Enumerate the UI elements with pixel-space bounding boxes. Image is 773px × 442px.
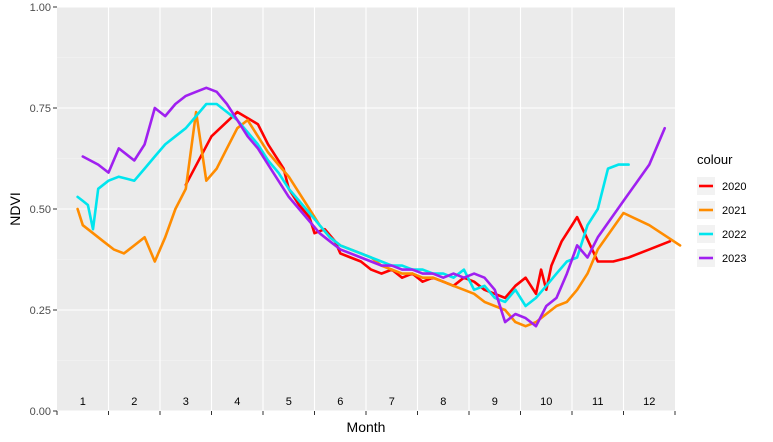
x-tick-label: 5	[286, 396, 292, 408]
legend-item-2020: 2020	[697, 177, 746, 195]
x-tick-label: 7	[389, 396, 395, 408]
x-axis-title: Month	[347, 419, 386, 435]
x-tick-label: 8	[440, 396, 446, 408]
grid-layer	[57, 6, 675, 412]
x-tick-label: 1	[80, 396, 86, 408]
legend-item-2023: 2023	[697, 249, 746, 267]
y-axis-title: NDVI	[7, 192, 23, 225]
y-tick-label: 1.00	[30, 2, 51, 14]
series-line-2022	[76, 102, 630, 308]
x-tick-label: 12	[643, 396, 655, 408]
y-tick-label: 0.75	[30, 103, 51, 115]
legend-label: 2021	[722, 205, 746, 217]
legend-items: 2020 2021 2022 2023	[697, 177, 746, 267]
legend-item-2021: 2021	[697, 201, 746, 219]
y-tick-label: 0.25	[30, 305, 51, 317]
x-tick-label: 3	[183, 396, 189, 408]
x-tick-label: 6	[337, 396, 343, 408]
x-tick-label: 9	[492, 396, 498, 408]
x-tick-label: 4	[234, 396, 240, 408]
series-layer	[76, 86, 682, 328]
x-tick-label: 11	[592, 396, 603, 408]
legend-title: colour	[697, 152, 733, 167]
legend-label: 2023	[722, 253, 746, 265]
legend-label: 2020	[722, 181, 746, 193]
x-tick-label: 10	[540, 396, 552, 408]
y-tick-label: 0.00	[30, 406, 51, 418]
legend-item-2022: 2022	[697, 225, 746, 243]
axis-layer: 0.000.250.500.751.001 2 3 4 5 6 7 8 9 10 11 12	[30, 2, 676, 418]
legend: colour 2020 2021 2022 2023	[697, 152, 746, 267]
series-line-2023	[81, 86, 667, 328]
x-tick-label: 2	[131, 396, 137, 408]
y-tick-label: 0.50	[30, 204, 51, 216]
legend-label: 2022	[722, 229, 746, 241]
